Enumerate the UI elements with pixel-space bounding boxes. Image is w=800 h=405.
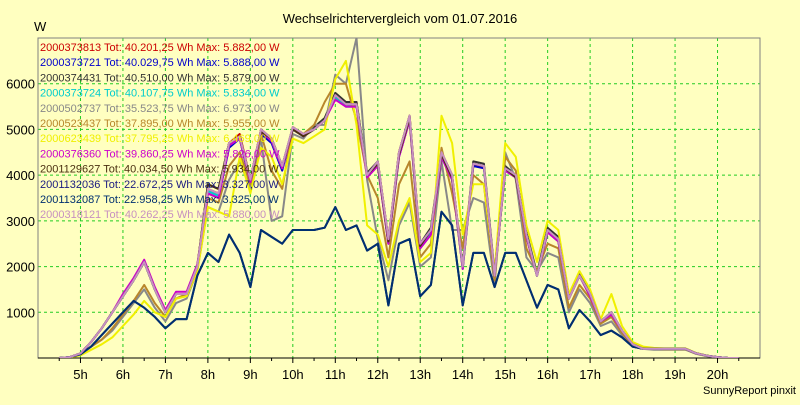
x-tick-label: 20h [707,367,729,382]
legend-entry-2000373813: 2000373813 Tot: 40.201,25 Wh Max: 5.882,… [40,42,280,54]
y-tick-label: 4000 [6,168,35,183]
axis-layer: 1000 2000 3000 4000 5000 6000 5h 6h 7h 8h 9h 10h 11h… [6,37,761,382]
y-tick-label: 2000 [6,260,35,275]
x-tick-label: 14h [452,367,474,382]
legend-entry-2000376360: 2000376360 Tot: 39.860,25 Wh Max: 5.826,… [40,148,280,160]
legend-entry-2000373721: 2000373721 Tot: 40.029,75 Wh Max: 5.888,… [40,57,280,69]
y-tick-label: 1000 [6,305,35,320]
x-tick-label: 8h [201,367,215,382]
legend-entry-2001132087: 2001132087 Tot: 22.958,25 Wh Max: 3.325,… [40,194,279,206]
legend-entry-2000623439: 2000623439 Tot: 37.795,25 Wh Max: 6.469,… [40,133,280,145]
x-tick-label: 5h [73,367,87,382]
legend-entry-2000373724: 2000373724 Tot: 40.107,75 Wh Max: 5.834,… [40,88,280,100]
series-line-2000318121 [59,94,739,358]
legend-entry-2000502737: 2000502737 Tot: 35.523,75 Wh Max: 6.973,… [40,103,280,115]
series-line-2000502737 [59,38,739,358]
series-line-2001132087 [59,206,739,358]
x-tick-label: 17h [579,367,601,382]
legend-entry-2000318121: 2000318121 Tot: 40.262,25 Wh Max: 5.880,… [40,209,280,221]
legend: 2000373813 Tot: 40.201,25 Wh Max: 5.882,… [40,42,280,221]
y-tick-label: 6000 [6,77,35,92]
x-tick-label: 6h [116,367,130,382]
footer-credit: SunnyReport pinxit [703,385,796,397]
legend-entry-2001129627: 2001129627 Tot: 40.034,50 Wh Max: 5.934,… [40,164,279,176]
x-tick-label: 18h [622,367,644,382]
series-layer [59,38,739,358]
x-tick-label: 13h [409,367,431,382]
legend-entry-2000374431: 2000374431 Tot: 40.510,00 Wh Max: 5.879,… [40,72,280,84]
legend-entry-2001132036: 2001132036 Tot: 22.672,25 Wh Max: 3.327,… [40,179,279,191]
x-tick-label: 7h [158,367,172,382]
x-tick-label: 19h [664,367,686,382]
x-tick-label: 10h [282,367,304,382]
x-tick-label: 9h [243,367,257,382]
series-line-2000623439 [59,59,739,358]
y-tick-label: 5000 [6,122,35,137]
y-axis-unit: W [34,19,47,34]
chart-title: Wechselrichtervergleich vom 01.07.2016 [283,11,518,26]
x-tick-label: 16h [537,367,559,382]
legend-entry-2000523437: 2000523437 Tot: 37.895,00 Wh Max: 5.955,… [40,118,280,130]
y-tick-label: 3000 [6,214,35,229]
x-tick-label: 11h [325,367,346,382]
x-tick-label: 12h [367,367,389,382]
x-tick-label: 15h [494,367,516,382]
